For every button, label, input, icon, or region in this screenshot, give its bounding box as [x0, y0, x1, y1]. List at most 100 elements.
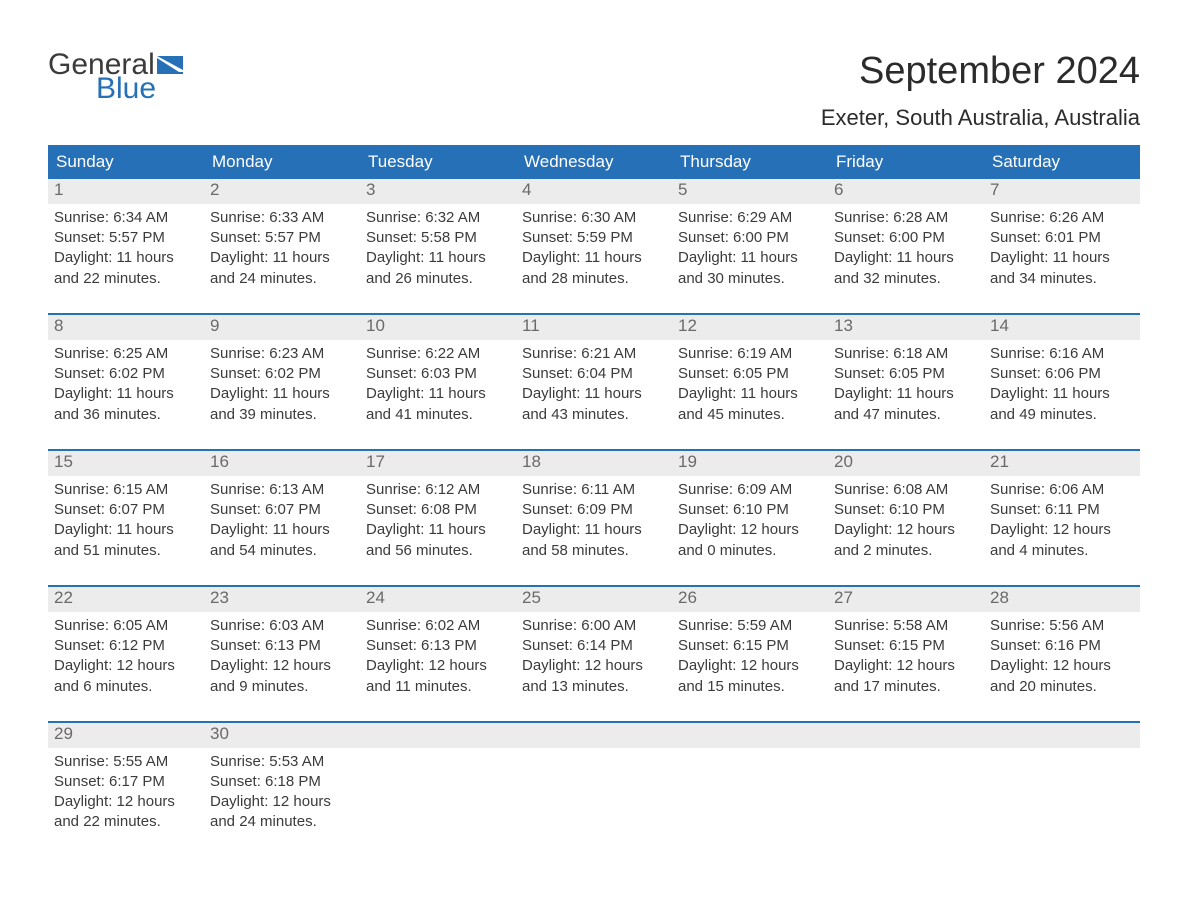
- day-sunset: Sunset: 6:00 PM: [678, 228, 822, 248]
- day-number: 9: [204, 315, 360, 340]
- day-sunset: Sunset: 6:06 PM: [990, 364, 1134, 384]
- day-d2: and 45 minutes.: [678, 405, 822, 425]
- day-d1: Daylight: 12 hours: [990, 656, 1134, 676]
- day-sunset: Sunset: 5:59 PM: [522, 228, 666, 248]
- day-sunrise: Sunrise: 6:34 AM: [54, 208, 198, 228]
- day-d1: Daylight: 11 hours: [54, 248, 198, 268]
- calendar-day: 25Sunrise: 6:00 AMSunset: 6:14 PMDayligh…: [516, 587, 672, 701]
- day-details: Sunrise: 6:19 AMSunset: 6:05 PMDaylight:…: [672, 340, 828, 429]
- day-d2: and 51 minutes.: [54, 541, 198, 561]
- day-sunrise: Sunrise: 6:05 AM: [54, 616, 198, 636]
- dow-saturday: Saturday: [984, 145, 1140, 179]
- day-sunset: Sunset: 6:09 PM: [522, 500, 666, 520]
- day-sunrise: Sunrise: 6:16 AM: [990, 344, 1134, 364]
- day-sunset: Sunset: 6:08 PM: [366, 500, 510, 520]
- day-details: Sunrise: 6:06 AMSunset: 6:11 PMDaylight:…: [984, 476, 1140, 565]
- calendar-week: 1Sunrise: 6:34 AMSunset: 5:57 PMDaylight…: [48, 179, 1140, 293]
- calendar: Sunday Monday Tuesday Wednesday Thursday…: [48, 145, 1140, 837]
- month-title: September 2024: [821, 50, 1140, 93]
- calendar-day: 3Sunrise: 6:32 AMSunset: 5:58 PMDaylight…: [360, 179, 516, 293]
- day-d1: Daylight: 11 hours: [210, 384, 354, 404]
- day-number: 18: [516, 451, 672, 476]
- day-sunset: Sunset: 6:16 PM: [990, 636, 1134, 656]
- day-details: Sunrise: 5:58 AMSunset: 6:15 PMDaylight:…: [828, 612, 984, 701]
- day-sunrise: Sunrise: 6:30 AM: [522, 208, 666, 228]
- day-d2: and 22 minutes.: [54, 269, 198, 289]
- day-d1: Daylight: 12 hours: [210, 792, 354, 812]
- day-details: Sunrise: 6:11 AMSunset: 6:09 PMDaylight:…: [516, 476, 672, 565]
- day-number: 6: [828, 179, 984, 204]
- calendar-day: 2Sunrise: 6:33 AMSunset: 5:57 PMDaylight…: [204, 179, 360, 293]
- day-sunrise: Sunrise: 5:56 AM: [990, 616, 1134, 636]
- day-number: 30: [204, 723, 360, 748]
- day-sunset: Sunset: 6:11 PM: [990, 500, 1134, 520]
- calendar-week: 15Sunrise: 6:15 AMSunset: 6:07 PMDayligh…: [48, 449, 1140, 565]
- day-d1: Daylight: 11 hours: [210, 248, 354, 268]
- day-sunrise: Sunrise: 6:02 AM: [366, 616, 510, 636]
- day-details: Sunrise: 6:23 AMSunset: 6:02 PMDaylight:…: [204, 340, 360, 429]
- day-d1: Daylight: 12 hours: [678, 656, 822, 676]
- day-sunset: Sunset: 6:13 PM: [210, 636, 354, 656]
- day-d2: and 41 minutes.: [366, 405, 510, 425]
- day-number: 1: [48, 179, 204, 204]
- day-number: [360, 723, 516, 748]
- day-d2: and 47 minutes.: [834, 405, 978, 425]
- dow-sunday: Sunday: [48, 145, 204, 179]
- day-details: Sunrise: 6:09 AMSunset: 6:10 PMDaylight:…: [672, 476, 828, 565]
- day-sunset: Sunset: 6:02 PM: [210, 364, 354, 384]
- day-details: Sunrise: 6:15 AMSunset: 6:07 PMDaylight:…: [48, 476, 204, 565]
- calendar-day: [828, 723, 984, 837]
- day-sunrise: Sunrise: 6:23 AM: [210, 344, 354, 364]
- day-details: Sunrise: 6:28 AMSunset: 6:00 PMDaylight:…: [828, 204, 984, 293]
- day-d1: Daylight: 11 hours: [366, 384, 510, 404]
- day-number: 15: [48, 451, 204, 476]
- day-d1: Daylight: 12 hours: [834, 656, 978, 676]
- day-sunset: Sunset: 6:10 PM: [834, 500, 978, 520]
- day-d2: and 24 minutes.: [210, 812, 354, 832]
- calendar-day: 7Sunrise: 6:26 AMSunset: 6:01 PMDaylight…: [984, 179, 1140, 293]
- day-d2: and 56 minutes.: [366, 541, 510, 561]
- day-number: 4: [516, 179, 672, 204]
- day-sunset: Sunset: 6:12 PM: [54, 636, 198, 656]
- day-d1: Daylight: 11 hours: [366, 248, 510, 268]
- day-number: 7: [984, 179, 1140, 204]
- calendar-week: 22Sunrise: 6:05 AMSunset: 6:12 PMDayligh…: [48, 585, 1140, 701]
- day-details: Sunrise: 5:53 AMSunset: 6:18 PMDaylight:…: [204, 748, 360, 837]
- day-sunset: Sunset: 6:15 PM: [834, 636, 978, 656]
- day-d1: Daylight: 11 hours: [522, 520, 666, 540]
- calendar-day: 15Sunrise: 6:15 AMSunset: 6:07 PMDayligh…: [48, 451, 204, 565]
- day-d1: Daylight: 12 hours: [834, 520, 978, 540]
- day-d1: Daylight: 12 hours: [990, 520, 1134, 540]
- calendar-day: 5Sunrise: 6:29 AMSunset: 6:00 PMDaylight…: [672, 179, 828, 293]
- day-details: Sunrise: 6:25 AMSunset: 6:02 PMDaylight:…: [48, 340, 204, 429]
- day-d2: and 9 minutes.: [210, 677, 354, 697]
- dow-wednesday: Wednesday: [516, 145, 672, 179]
- calendar-day: [360, 723, 516, 837]
- calendar-day: 23Sunrise: 6:03 AMSunset: 6:13 PMDayligh…: [204, 587, 360, 701]
- calendar-day: 10Sunrise: 6:22 AMSunset: 6:03 PMDayligh…: [360, 315, 516, 429]
- day-details: Sunrise: 6:33 AMSunset: 5:57 PMDaylight:…: [204, 204, 360, 293]
- day-d2: and 24 minutes.: [210, 269, 354, 289]
- calendar-day: 29Sunrise: 5:55 AMSunset: 6:17 PMDayligh…: [48, 723, 204, 837]
- day-sunset: Sunset: 5:57 PM: [210, 228, 354, 248]
- calendar-day: 1Sunrise: 6:34 AMSunset: 5:57 PMDaylight…: [48, 179, 204, 293]
- day-number: 20: [828, 451, 984, 476]
- day-d2: and 6 minutes.: [54, 677, 198, 697]
- day-d1: Daylight: 11 hours: [990, 248, 1134, 268]
- day-sunrise: Sunrise: 6:06 AM: [990, 480, 1134, 500]
- day-d1: Daylight: 11 hours: [522, 248, 666, 268]
- day-sunrise: Sunrise: 6:15 AM: [54, 480, 198, 500]
- day-d1: Daylight: 11 hours: [834, 248, 978, 268]
- day-d2: and 54 minutes.: [210, 541, 354, 561]
- calendar-day: 28 Sunrise: 5:56 AMSunset: 6:16 PMDayligh…: [984, 587, 1140, 701]
- day-number: [984, 723, 1140, 748]
- day-d1: Daylight: 12 hours: [54, 656, 198, 676]
- day-of-week-header: Sunday Monday Tuesday Wednesday Thursday…: [48, 145, 1140, 179]
- day-sunset: Sunset: 6:00 PM: [834, 228, 978, 248]
- day-number: 8: [48, 315, 204, 340]
- day-sunrise: Sunrise: 6:08 AM: [834, 480, 978, 500]
- calendar-day: 22Sunrise: 6:05 AMSunset: 6:12 PMDayligh…: [48, 587, 204, 701]
- day-sunrise: Sunrise: 5:55 AM: [54, 752, 198, 772]
- day-sunrise: Sunrise: 6:32 AM: [366, 208, 510, 228]
- day-number: 28: [984, 587, 1140, 612]
